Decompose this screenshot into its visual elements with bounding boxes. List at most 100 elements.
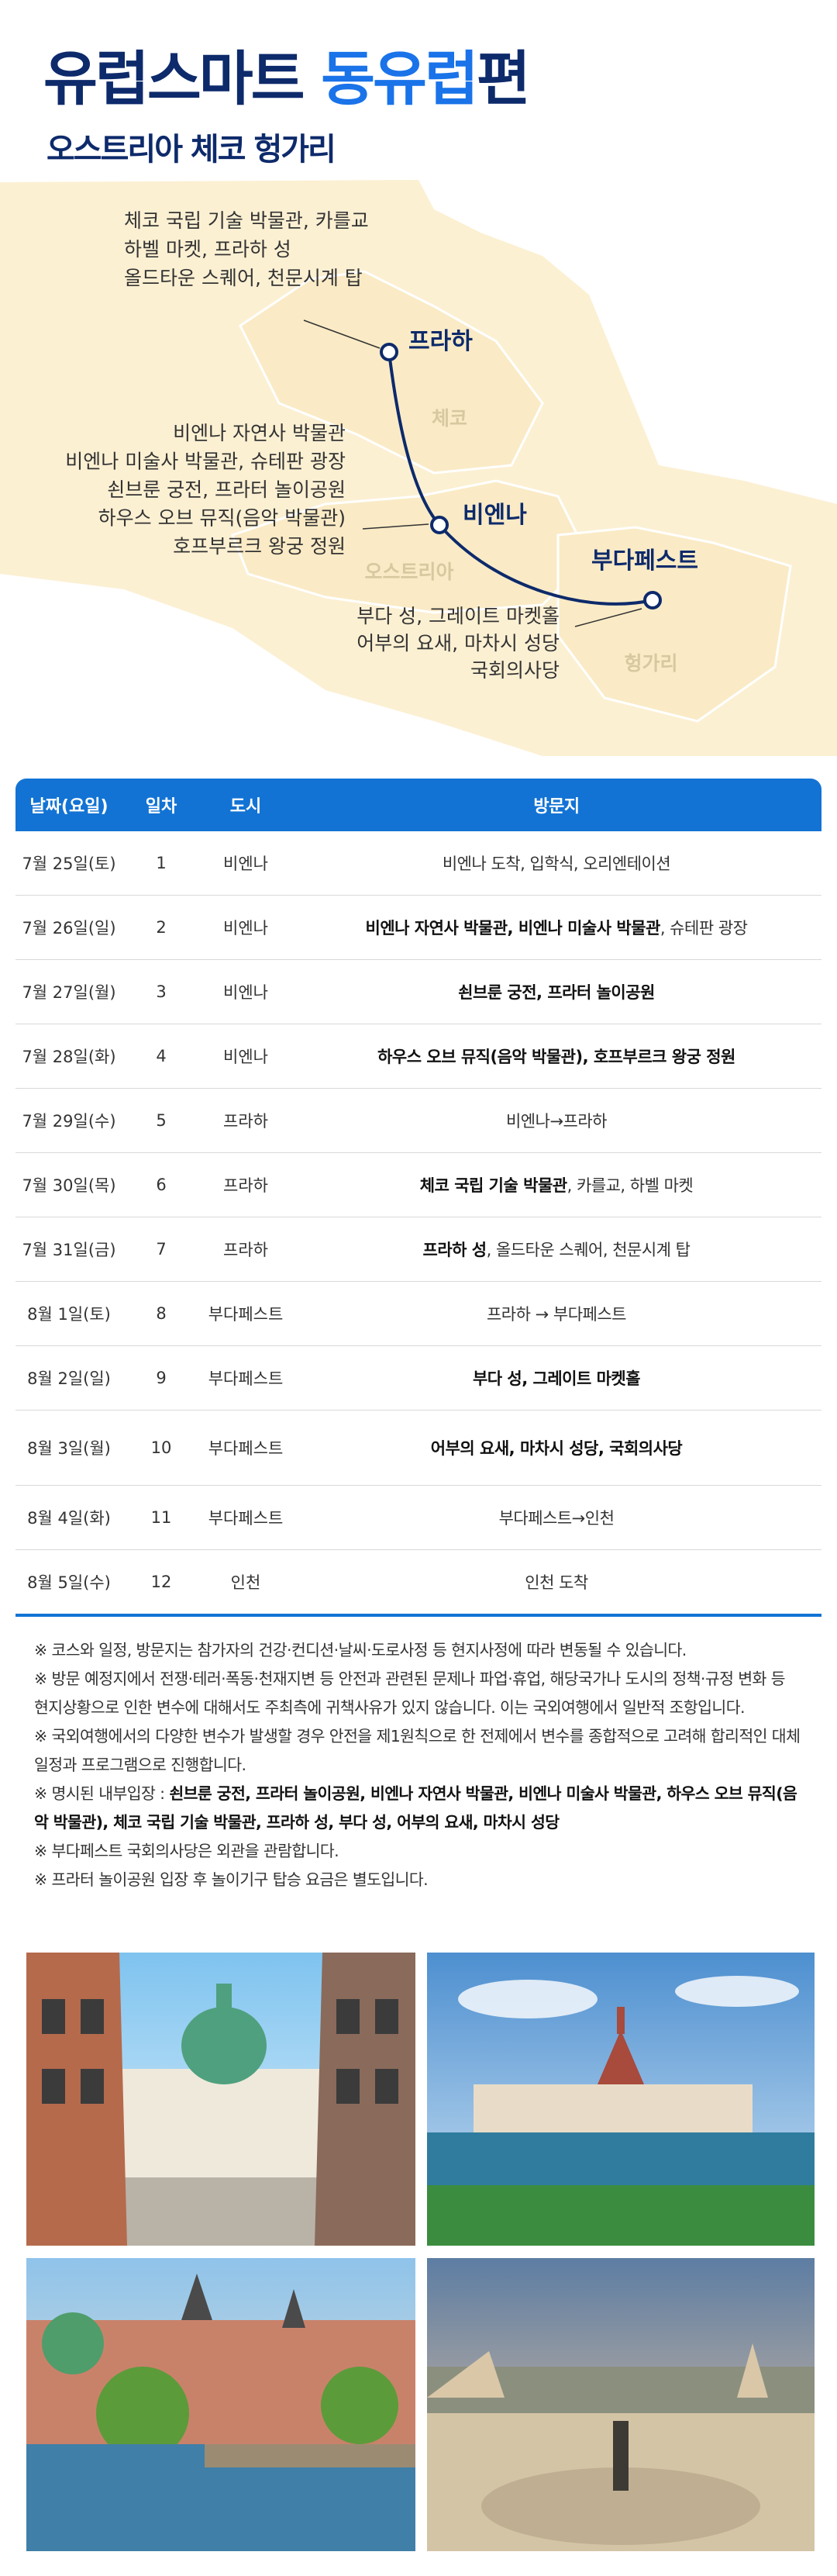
visit-cell: 쇤브룬 궁전, 프라터 놀이공원 — [291, 980, 822, 1003]
day-cell: 2 — [156, 918, 167, 937]
date-cell: 8월 4일(화) — [27, 1509, 111, 1528]
country-label: 체코 — [432, 407, 467, 430]
sight-line: 하우스 오브 뮤직(음악 박물관) — [98, 507, 346, 530]
title-part: 편 — [476, 44, 531, 113]
day-cell: 4 — [156, 1047, 167, 1065]
pointer — [574, 608, 642, 627]
sight-line: 하벨 마켓, 프라하 성 — [124, 238, 291, 261]
note: ※ 부다페스트 국회의사당은 외관을 관람합니다. — [34, 1837, 803, 1866]
table-body: 7월 25일(토) 1 비엔나 비엔나 도착, 입학식, 오리엔테이션 7월 26일(일… — [16, 831, 822, 1617]
title: 유럽스마트 동유럽편 — [43, 31, 531, 116]
city-cell: 비엔나 — [223, 1048, 268, 1066]
table-row: 7월 29일(수) 5 프라하 비엔나→프라하 — [16, 1089, 822, 1153]
day-cell: 7 — [156, 1240, 167, 1259]
title-part: 유럽스마트 — [43, 44, 305, 113]
text-part: ※ 프라터 놀이공원 입장 후 놀이기구 탑승 요금은 별도입니다. — [34, 1870, 429, 1889]
day-cell: 6 — [156, 1176, 167, 1194]
city-cell: 프라하 — [223, 1176, 268, 1195]
subtitle: 오스트리아 체코 헝가리 — [46, 132, 336, 167]
note: ※ 명시된 내부입장 : 쇤브룬 궁전, 프라터 놀이공원, 비엔나 자연사 박… — [34, 1780, 803, 1837]
date-cell: 7월 31일(금) — [22, 1241, 116, 1259]
city-dot — [643, 591, 662, 609]
text-part: 비엔나 자연사 박물관, 비엔나 미술사 박물관 — [365, 919, 661, 938]
text-part: 체코 국립 기술 박물관 — [419, 1176, 567, 1195]
day-cell: 3 — [156, 982, 167, 1001]
header-cell: 날짜(요일) — [29, 797, 108, 817]
visit-cell: 프라하 성, 올드타운 스퀘어, 천문시계 탑 — [291, 1238, 822, 1261]
text-part: ※ 코스와 일정, 방문지는 참가자의 건강·컨디션·날씨·도로사정 등 현지사… — [34, 1641, 687, 1659]
text-part: ※ 국외여행에서의 다양한 변수가 발생할 경우 안전을 제1원칙으로 한 전제… — [34, 1727, 801, 1774]
city-dot — [380, 343, 398, 361]
visit-cell: 비엔나→프라하 — [291, 1109, 822, 1132]
city-cell: 부다페스트 — [208, 1509, 284, 1528]
text-part: , 올드타운 스퀘어, 천문시계 탑 — [486, 1241, 691, 1259]
text-part: 쇤브룬 궁전, 프라터 놀이공원, 비엔나 자연사 박물관, 비엔나 미술사 박… — [34, 1784, 797, 1832]
pointer — [362, 523, 429, 530]
header-cell: 방문지 — [533, 797, 580, 817]
visit-cell: 부다 성, 그레이트 마켓홀 — [291, 1366, 822, 1390]
visit-cell: 인천 도착 — [291, 1570, 822, 1594]
text-part: 프라하 성 — [422, 1241, 487, 1259]
city-dot — [430, 516, 449, 534]
text-part: 인천 도착 — [525, 1573, 588, 1592]
photo-fishermans-bastion — [427, 2258, 815, 2551]
text-part: ※ 방문 예정지에서 전쟁·테러·폭동·천재지변 등 안전과 관련된 문제나 파… — [34, 1670, 786, 1717]
visit-cell: 비엔나 자연사 박물관, 비엔나 미술사 박물관, 슈테판 광장 — [291, 916, 822, 939]
city-cell: 인천 — [230, 1573, 261, 1592]
text-part: 하우스 오브 뮤직(음악 박물관), 호프부르크 왕궁 정원 — [377, 1048, 735, 1066]
text-part: , 카를교, 하벨 마켓 — [567, 1176, 694, 1195]
visit-cell: 비엔나 도착, 입학식, 오리엔테이션 — [291, 851, 822, 875]
city-cell: 프라하 — [223, 1241, 268, 1259]
sight-line: 쇤브룬 궁전, 프라터 놀이공원 — [107, 478, 346, 501]
text-part: , 슈테판 광장 — [660, 919, 748, 938]
day-cell: 10 — [150, 1438, 172, 1457]
photo-vienna — [26, 1953, 415, 2246]
city-cell: 비엔나 — [223, 919, 268, 938]
date-cell: 7월 29일(수) — [22, 1112, 116, 1131]
text-part: 쇤브룬 궁전, 프라터 놀이공원 — [458, 983, 655, 1002]
note: ※ 코스와 일정, 방문지는 참가자의 건강·컨디션·날씨·도로사정 등 현지사… — [34, 1636, 803, 1665]
country-label: 오스트리아 — [364, 561, 453, 583]
sight-line: 국회의사당 — [470, 659, 560, 682]
schedule-table: 날짜(요일) 일차 도시 방문지 7월 25일(토) 1 비엔나 비엔나 도착, 입학… — [16, 779, 822, 1617]
table-row: 7월 25일(토) 1 비엔나 비엔나 도착, 입학식, 오리엔테이션 — [16, 831, 822, 896]
note: ※ 국외여행에서의 다양한 변수가 발생할 경우 안전을 제1원칙으로 한 전제… — [34, 1722, 803, 1780]
date-cell: 7월 28일(화) — [22, 1048, 116, 1066]
day-cell: 8 — [156, 1304, 167, 1323]
date-cell: 7월 30일(목) — [22, 1176, 116, 1195]
city-cell: 부다페스트 — [208, 1439, 284, 1458]
table-row: 7월 27일(월) 3 비엔나 쇤브룬 궁전, 프라터 놀이공원 — [16, 960, 822, 1024]
city-cell: 비엔나 — [223, 983, 268, 1002]
date-cell: 7월 25일(토) — [22, 855, 116, 873]
sight-line: 체코 국립 기술 박물관, 카를교 — [124, 209, 369, 232]
text-part: 부다페스트→인천 — [498, 1509, 615, 1528]
visit-cell: 체코 국립 기술 박물관, 카를교, 하벨 마켓 — [291, 1173, 822, 1196]
table-row: 7월 26일(일) 2 비엔나 비엔나 자연사 박물관, 비엔나 미술사 박물관, 슈… — [16, 896, 822, 960]
text-part: ※ 명시된 내부입장 : — [34, 1784, 170, 1803]
day-cell: 11 — [150, 1508, 172, 1527]
sight-line: 어부의 요새, 마차시 성당 — [356, 632, 560, 654]
city-label: 부다페스트 — [591, 547, 698, 575]
visit-cell: 프라하 → 부다페스트 — [291, 1302, 822, 1325]
day-cell: 1 — [156, 854, 167, 872]
visit-cell: 하우스 오브 뮤직(음악 박물관), 호프부르크 왕궁 정원 — [291, 1045, 822, 1068]
date-cell: 8월 3일(월) — [27, 1439, 111, 1458]
day-cell: 12 — [150, 1573, 172, 1591]
map: 프라하 비엔나 부다페스트 체코 오스트리아 헝가리 체코 국립 기술 박물관,… — [0, 180, 837, 756]
note: ※ 프라터 놀이공원 입장 후 놀이기구 탑승 요금은 별도입니다. — [34, 1866, 803, 1894]
city-cell: 비엔나 — [223, 855, 268, 873]
note: ※ 방문 예정지에서 전쟁·테러·폭동·천재지변 등 안전과 관련된 문제나 파… — [34, 1665, 803, 1722]
sight-line: 올드타운 스퀘어, 천문시계 탑 — [124, 267, 363, 289]
table-row: 8월 3일(월) 10 부다페스트 어부의 요새, 마차시 성당, 국회의사당 — [16, 1411, 822, 1486]
city-label: 프라하 — [408, 328, 473, 355]
text-part: ※ 부다페스트 국회의사당은 외관을 관람합니다. — [34, 1842, 339, 1860]
city-cell: 프라하 — [223, 1112, 268, 1131]
pointer — [303, 319, 381, 349]
date-cell: 7월 26일(일) — [22, 919, 116, 938]
country-label: 헝가리 — [624, 652, 677, 675]
table-row: 7월 31일(금) 7 프라하 프라하 성, 올드타운 스퀘어, 천문시계 탑 — [16, 1217, 822, 1282]
day-cell: 5 — [156, 1111, 167, 1130]
table-row: 8월 4일(화) 11 부다페스트 부다페스트→인천 — [16, 1486, 822, 1550]
